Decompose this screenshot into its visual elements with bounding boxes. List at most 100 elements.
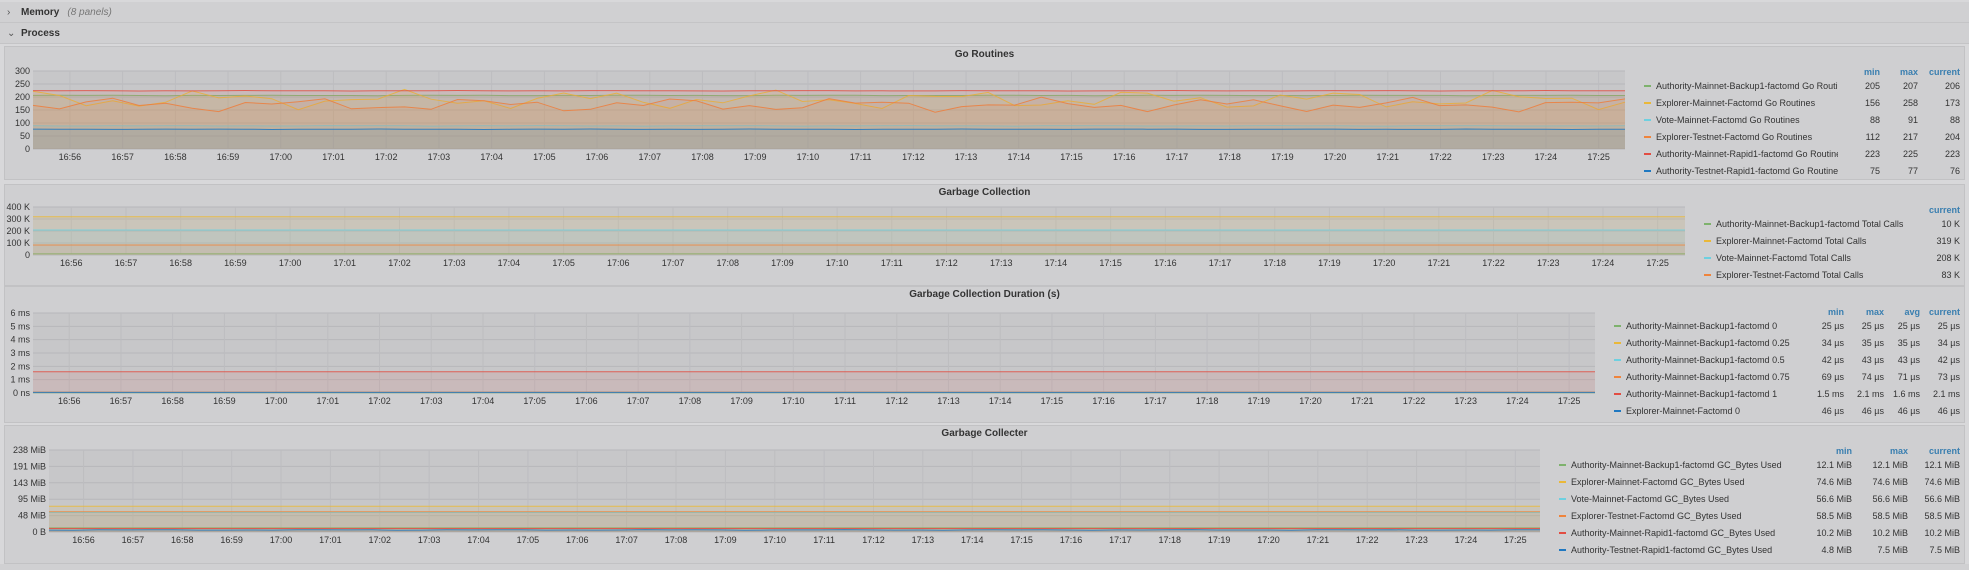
legend-item[interactable]: Explorer-Testnet-Factomd Go Routines 112 2…: [1638, 128, 1960, 145]
legend-series-name[interactable]: Explorer-Mainnet-Factomd 0: [1626, 405, 1741, 416]
legend-series-name[interactable]: Authority-Mainnet-Backup1-factomd 0.75: [1626, 371, 1790, 382]
series-line[interactable]: [32, 125, 1626, 127]
legend-series-name[interactable]: Authority-Testnet-Rapid1-factomd Go Rout…: [1656, 165, 1838, 176]
legend-series-name[interactable]: Vote-Mainnet-Factomd GC_Bytes Used: [1571, 493, 1730, 504]
legend-value-current: 34 µs: [1937, 337, 1960, 348]
x-tick-label: 17:10: [763, 535, 786, 545]
series-line[interactable]: [32, 89, 1625, 92]
panel-go-routines[interactable]: Go Routines 300 250 200 150 100 50 0 16:56 16:57…: [4, 46, 1965, 180]
legend-item[interactable]: Authority-Testnet-Rapid1-factomd Go Rout…: [1638, 162, 1960, 177]
next-row-strip: [0, 564, 1969, 570]
legend-item[interactable]: Vote-Mainnet-Factomd Go Routines 88 91 88: [1638, 111, 1960, 128]
legend-value-min: 205: [1864, 80, 1880, 91]
x-tick-label: 17:03: [443, 258, 466, 268]
legend-item[interactable]: Explorer-Testnet-Factomd GC_Bytes Used 58…: [1553, 507, 1960, 524]
legend-item[interactable]: Authority-Mainnet-Backup1-factomd Total …: [1698, 215, 1960, 232]
x-tick-label: 17:23: [1537, 258, 1560, 268]
legend-item[interactable]: Vote-Mainnet-Factomd GC_Bytes Used 56.6 M…: [1553, 490, 1960, 507]
x-tick-label: 17:06: [586, 152, 609, 162]
x-tick-label: 17:08: [679, 396, 702, 406]
legend-item[interactable]: Authority-Mainnet-Backup1-factomd 0.75 69…: [1608, 368, 1960, 385]
legend-item[interactable]: Authority-Mainnet-Backup1-factomd 0 25 µs…: [1608, 317, 1960, 334]
y-tick-label: 2 ms: [10, 361, 30, 371]
x-tick-label: 17:00: [279, 258, 302, 268]
x-tick-label: 17:12: [862, 535, 885, 545]
legend-series-name[interactable]: Authority-Mainnet-Backup1-factomd 0.25: [1626, 337, 1790, 348]
series-line[interactable]: [32, 94, 1625, 97]
legend-item[interactable]: Authority-Mainnet-Backup1-factomd 1 1.5 m…: [1608, 385, 1960, 402]
legend-item[interactable]: Explorer-Testnet-Factomd Total Calls 83 K: [1698, 266, 1960, 283]
y-tick-label: 250: [15, 79, 30, 89]
legend-series-name[interactable]: Authority-Mainnet-Backup1-factomd 1: [1626, 388, 1778, 399]
legend-value-max: 225: [1902, 148, 1918, 159]
panel-gc-duration[interactable]: Garbage Collection Duration (s) 6 ms 5 ms…: [4, 286, 1965, 423]
legend-series-name[interactable]: Authority-Testnet-Rapid1-factomd GC_Byte…: [1571, 544, 1773, 555]
x-tick-label: 17:06: [575, 396, 598, 406]
series-line[interactable]: [32, 128, 1626, 131]
chart-garbage-collecter[interactable]: 238 MiB 191 MiB 143 MiB 95 MiB 48 MiB 0 B 16:5…: [5, 436, 1545, 561]
legend-column-current[interactable]: current: [1928, 205, 1960, 215]
legend-item[interactable]: Authority-Mainnet-Backup1-factomd Go Rou…: [1638, 77, 1960, 94]
legend-value-max: 7.5 MiB: [1877, 544, 1908, 555]
legend-column-avg[interactable]: avg: [1904, 307, 1920, 317]
legend-series-name[interactable]: Authority-Mainnet-Backup1-factomd 0.5: [1626, 354, 1785, 365]
legend-item[interactable]: Authority-Testnet-Rapid1-factomd GC_Byte…: [1553, 541, 1960, 558]
legend-value-min: 88: [1869, 114, 1880, 125]
chart-go-routines[interactable]: 300 250 200 150 100 50 0 16:56 16:57 16:58 16:59 17…: [5, 57, 1630, 177]
x-tick-label: 17:18: [1263, 258, 1286, 268]
legend-item[interactable]: Explorer-Mainnet-Factomd Total Calls 319 …: [1698, 232, 1960, 249]
legend-series-name[interactable]: Authority-Mainnet-Backup1-factomd 0: [1626, 320, 1778, 331]
legend-item[interactable]: Authority-Mainnet-Rapid1-factomd Go Rout…: [1638, 145, 1960, 162]
legend-series-name[interactable]: Explorer-Mainnet-Factomd Go Routines: [1656, 97, 1816, 108]
row-memory[interactable]: › Memory (8 panels): [0, 2, 1969, 23]
legend-value-max: 258: [1902, 97, 1918, 108]
legend-value-current: 10.2 MiB: [1924, 527, 1960, 538]
x-tick-label: 17:03: [428, 152, 451, 162]
series-line[interactable]: [32, 96, 1626, 113]
chart-garbage-collection[interactable]: 400 K 300 K 200 K 100 K 0 16:56 16:57 16:58 16:5…: [5, 195, 1690, 283]
series-line[interactable]: [32, 88, 1626, 111]
legend-series-name[interactable]: Explorer-Testnet-Factomd Total Calls: [1716, 269, 1864, 280]
panel-garbage-collecter[interactable]: Garbage Collecter 238 MiB 191 MiB 143 MiB 9…: [4, 425, 1965, 564]
legend-series-name[interactable]: Authority-Mainnet-Backup1-factomd Total …: [1716, 218, 1904, 229]
legend-item[interactable]: Authority-Mainnet-Backup1-factomd 0.25 34…: [1608, 334, 1960, 351]
legend-series-name[interactable]: Explorer-Mainnet-Factomd GC_Bytes Used: [1571, 476, 1745, 487]
legend-item[interactable]: Authority-Mainnet-Backup1-factomd 0.5 42 …: [1608, 351, 1960, 368]
x-tick-label: 17:00: [270, 535, 293, 545]
legend-column-min[interactable]: min: [1835, 446, 1852, 456]
legend-column-max[interactable]: max: [1889, 446, 1908, 456]
panel-garbage-collection[interactable]: Garbage Collection 400 K 300 K 200 K 100 K 0…: [4, 184, 1965, 286]
row-subtitle: (8 panels): [67, 6, 112, 18]
legend-item[interactable]: Vote-Mainnet-Factomd Total Calls 208 K: [1698, 249, 1960, 266]
legend-item[interactable]: Explorer-Mainnet-Factomd GC_Bytes Used 74…: [1553, 473, 1960, 490]
x-tick-label: 17:02: [375, 152, 398, 162]
legend-column-min[interactable]: min: [1827, 307, 1844, 317]
legend-series-name[interactable]: Explorer-Testnet-Factomd Go Routines: [1656, 131, 1813, 142]
series-area: [33, 97, 1625, 149]
chart-gc-duration[interactable]: 6 ms 5 ms 4 ms 3 ms 2 ms 1 ms 0 ns 16:56 16:57 16…: [5, 297, 1600, 420]
series-area: [33, 371, 1595, 393]
legend-item[interactable]: Explorer-Mainnet-Factomd 0 46 µs 46 µs 46 µ…: [1608, 402, 1960, 419]
legend-series-name[interactable]: Vote-Mainnet-Factomd Go Routines: [1656, 114, 1800, 125]
series-line[interactable]: [48, 529, 1540, 531]
legend-series-name[interactable]: Authority-Mainnet-Backup1-factomd GC_Byt…: [1571, 459, 1782, 470]
row-process[interactable]: ⌄ Process: [0, 23, 1969, 44]
legend-item[interactable]: Authority-Mainnet-Rapid1-factomd GC_Byte…: [1553, 524, 1960, 541]
legend-series-name[interactable]: Vote-Mainnet-Factomd Total Calls: [1716, 252, 1851, 263]
legend-series-name[interactable]: Authority-Mainnet-Rapid1-factomd GC_Byte…: [1571, 527, 1776, 538]
legend-column-current[interactable]: current: [1928, 307, 1960, 317]
legend-column-current[interactable]: current: [1928, 446, 1960, 456]
legend-value-current: 46 µs: [1937, 405, 1960, 416]
legend-series-name[interactable]: Explorer-Testnet-Factomd GC_Bytes Used: [1571, 510, 1742, 521]
legend-series-name[interactable]: Authority-Mainnet-Backup1-factomd Go Rou…: [1656, 80, 1838, 91]
legend-column-max[interactable]: max: [1865, 307, 1884, 317]
legend-column-min[interactable]: min: [1863, 67, 1880, 77]
legend-column-current[interactable]: current: [1928, 67, 1960, 77]
legend-series-name[interactable]: Explorer-Mainnet-Factomd Total Calls: [1716, 235, 1867, 246]
legend-item[interactable]: Authority-Mainnet-Backup1-factomd GC_Byt…: [1553, 456, 1960, 473]
legend-column-max[interactable]: max: [1899, 67, 1918, 77]
legend-value-current: 73 µs: [1937, 371, 1960, 382]
legend-item[interactable]: Explorer-Mainnet-Factomd Go Routines 156 2…: [1638, 94, 1960, 111]
legend-series-name[interactable]: Authority-Mainnet-Rapid1-factomd Go Rout…: [1656, 148, 1838, 159]
legend-header: min max current: [1794, 446, 1960, 458]
